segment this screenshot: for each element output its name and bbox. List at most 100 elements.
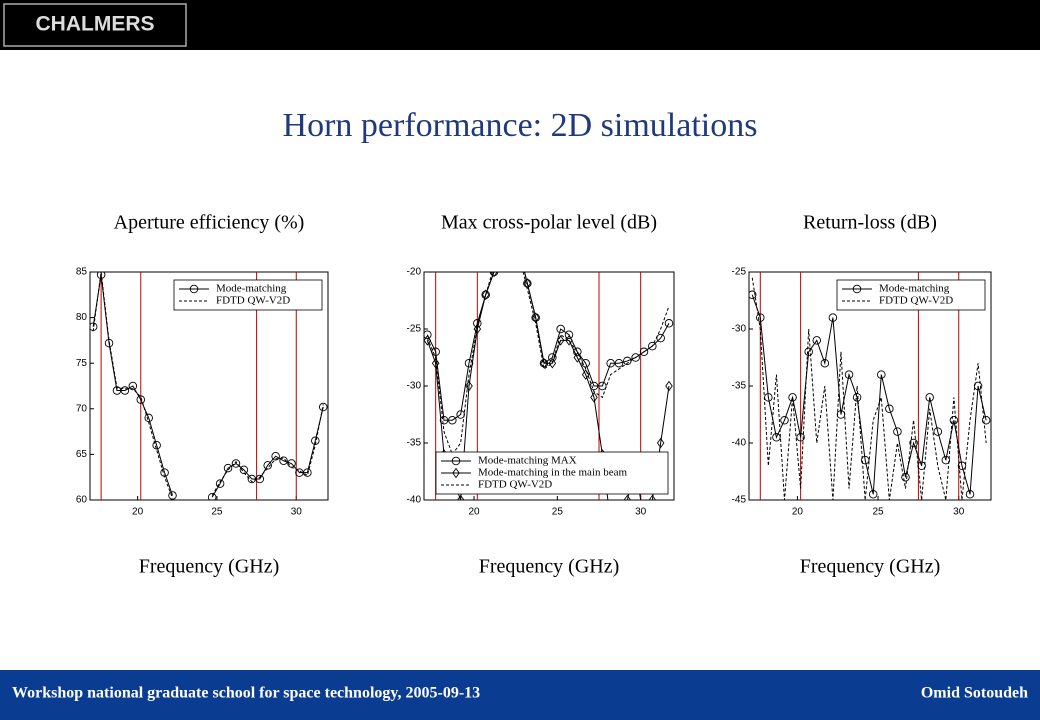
legend-label: FDTD QW-V2D: [216, 295, 290, 307]
marker: [223, 463, 233, 473]
marker: [749, 290, 757, 300]
marker: [639, 347, 649, 357]
marker: [616, 518, 622, 527]
y-tick-label: -35: [407, 438, 422, 449]
marker: [499, 245, 505, 254]
marker: [868, 490, 878, 499]
marker: [756, 313, 765, 322]
marker: [852, 393, 862, 402]
marker: [451, 456, 461, 466]
marker: [973, 381, 983, 391]
legend-box: [435, 451, 669, 495]
marker: [981, 415, 991, 425]
marker: [231, 459, 241, 468]
marker: [957, 461, 967, 471]
chart-title: Max cross-polar level (dB): [441, 212, 657, 234]
marker: [515, 245, 523, 253]
marker: [772, 433, 781, 442]
marker: [631, 353, 640, 362]
marker: [573, 352, 582, 363]
y-tick-label: 70: [76, 403, 88, 414]
marker: [431, 357, 440, 369]
legend-box: [836, 279, 986, 311]
x-tick-label: 30: [635, 507, 647, 518]
y-tick-label: 60: [76, 495, 88, 506]
y-tick-label: -40: [732, 438, 747, 449]
x-axis-label: Frequency (GHz): [800, 556, 941, 578]
marker: [909, 438, 918, 448]
marker: [473, 323, 482, 335]
marker: [490, 272, 498, 278]
marker: [598, 381, 607, 391]
marker: [656, 333, 665, 343]
y-tick-label: -30: [732, 324, 747, 335]
marker: [548, 357, 557, 369]
logo: CHALMERS: [36, 13, 155, 36]
x-tick-label: 25: [552, 507, 564, 518]
marker: [623, 494, 632, 500]
legend-label: Mode-matching MAX: [478, 455, 577, 467]
marker: [656, 437, 665, 449]
marker: [925, 393, 934, 402]
marker: [448, 415, 457, 425]
x-tick-label: 20: [468, 507, 480, 518]
marker: [499, 245, 507, 253]
marker: [828, 313, 838, 322]
x-tick-label: 25: [873, 507, 885, 518]
series-line: [92, 272, 324, 499]
marker: [965, 490, 975, 499]
marker: [507, 233, 513, 242]
chart-title: Return-loss (dB): [803, 212, 937, 234]
marker: [949, 415, 959, 425]
y-tick-label: 85: [76, 267, 88, 278]
legend-label: Mode-matching: [879, 283, 950, 295]
marker: [120, 386, 130, 395]
marker: [168, 491, 177, 500]
marker: [481, 289, 490, 301]
x-tick-label: 25: [211, 507, 223, 518]
legend-box: [173, 279, 323, 311]
legend-label: FDTD QW-V2D: [478, 479, 552, 491]
marker: [318, 402, 328, 412]
marker: [648, 494, 657, 500]
marker: [607, 518, 613, 527]
marker: [581, 358, 590, 368]
marker: [877, 370, 886, 379]
x-tick-label: 30: [953, 507, 965, 518]
y-tick-label: 75: [76, 358, 88, 369]
marker: [820, 358, 830, 368]
y-tick-label: -25: [407, 324, 422, 335]
marker: [271, 451, 280, 461]
legend-label: FDTD QW-V2D: [879, 295, 953, 307]
x-axis-label: Frequency (GHz): [479, 556, 620, 578]
marker: [844, 370, 854, 379]
marker: [893, 427, 902, 436]
y-tick-label: 65: [76, 449, 88, 460]
marker: [263, 461, 272, 470]
marker: [901, 472, 910, 482]
marker: [548, 353, 557, 362]
y-tick-label: -35: [732, 381, 747, 392]
marker: [136, 395, 146, 404]
marker: [796, 433, 805, 442]
legend-label: Mode-matching: [216, 283, 287, 295]
marker: [581, 369, 590, 380]
marker: [465, 380, 473, 392]
marker: [215, 479, 225, 488]
marker: [516, 245, 522, 254]
marker: [189, 284, 199, 294]
marker: [152, 441, 161, 450]
footer-left: Workshop national graduate school for sp…: [12, 685, 480, 702]
legend-label: Mode-matching in the main beam: [478, 467, 628, 479]
marker: [279, 456, 288, 466]
marker: [590, 392, 598, 403]
series-line: [751, 277, 987, 500]
x-tick-label: 30: [291, 507, 303, 518]
marker: [941, 455, 951, 465]
marker: [456, 494, 465, 500]
x-tick-label: 20: [132, 507, 144, 518]
marker: [556, 324, 565, 334]
marker: [439, 415, 449, 425]
x-axis-label: Frequency (GHz): [139, 556, 280, 578]
